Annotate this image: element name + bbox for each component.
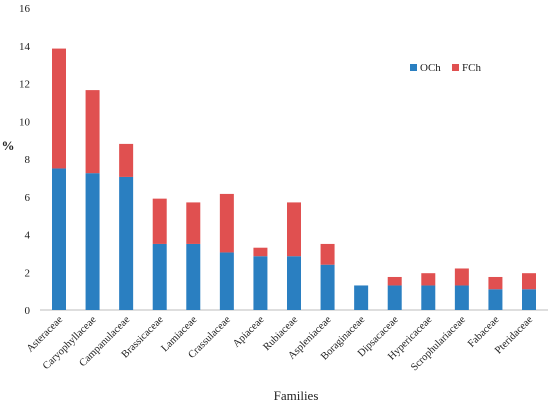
bar-segment-och [454, 285, 469, 310]
bar-segment-och [354, 285, 369, 310]
bar-segment-och [119, 176, 134, 310]
legend-label-fch: FCh [462, 62, 481, 74]
y-tick-label: 8 [25, 154, 31, 166]
y-tick-label: 6 [25, 192, 31, 204]
bar-segment-fch [253, 247, 268, 257]
bar-segment-och [253, 256, 268, 310]
bar-segment-fch [219, 193, 234, 253]
bar-segment-fch [387, 276, 402, 286]
y-tick-label: 0 [25, 305, 31, 317]
bar-segment-fch [85, 90, 100, 174]
bar-segment-och [219, 252, 234, 310]
bar-segment-och [488, 289, 503, 310]
bar-segment-fch [320, 243, 335, 265]
bar-segment-fch [488, 276, 503, 290]
bar-segment-fch [152, 198, 167, 244]
y-axis-label: % [2, 138, 15, 153]
y-tick-label: 2 [25, 267, 31, 279]
bar-segment-och [85, 173, 100, 310]
bar-segment-och [320, 264, 335, 310]
bar-segment-och [152, 243, 167, 310]
bar-segment-fch [421, 273, 436, 286]
bar-segment-och [287, 256, 301, 310]
legend: OCh FCh [410, 62, 481, 74]
bar-segment-fch [186, 202, 201, 244]
bar-segment-och [387, 285, 402, 310]
bar-segment-och [522, 289, 536, 310]
bar-segment-och [186, 243, 201, 310]
bar-segment-och [421, 285, 436, 310]
bar-segment-fch [454, 268, 469, 286]
y-axis-ticks: 0 2 4 6 8 10 12 14 16 [19, 3, 31, 317]
bar-segment-och [52, 168, 66, 310]
legend-swatch-och [410, 64, 417, 71]
bar-segment-fch [52, 48, 66, 169]
x-axis-tick-labels: AsteraceaeCaryophyllaceaeCampanulaceaeBr… [25, 314, 536, 373]
y-tick-label: 4 [25, 230, 31, 242]
legend-swatch-fch [452, 64, 459, 71]
bar-segment-fch [522, 273, 536, 290]
legend-label-och: OCh [420, 62, 441, 74]
y-tick-label: 14 [19, 41, 31, 53]
bar-segment-fch [119, 143, 134, 177]
y-tick-label: 16 [19, 3, 31, 15]
y-tick-label: 12 [19, 79, 30, 91]
y-tick-label: 10 [19, 116, 31, 128]
bar-segment-fch [287, 202, 301, 257]
bars [52, 48, 536, 310]
x-axis-label: Families [274, 388, 319, 403]
